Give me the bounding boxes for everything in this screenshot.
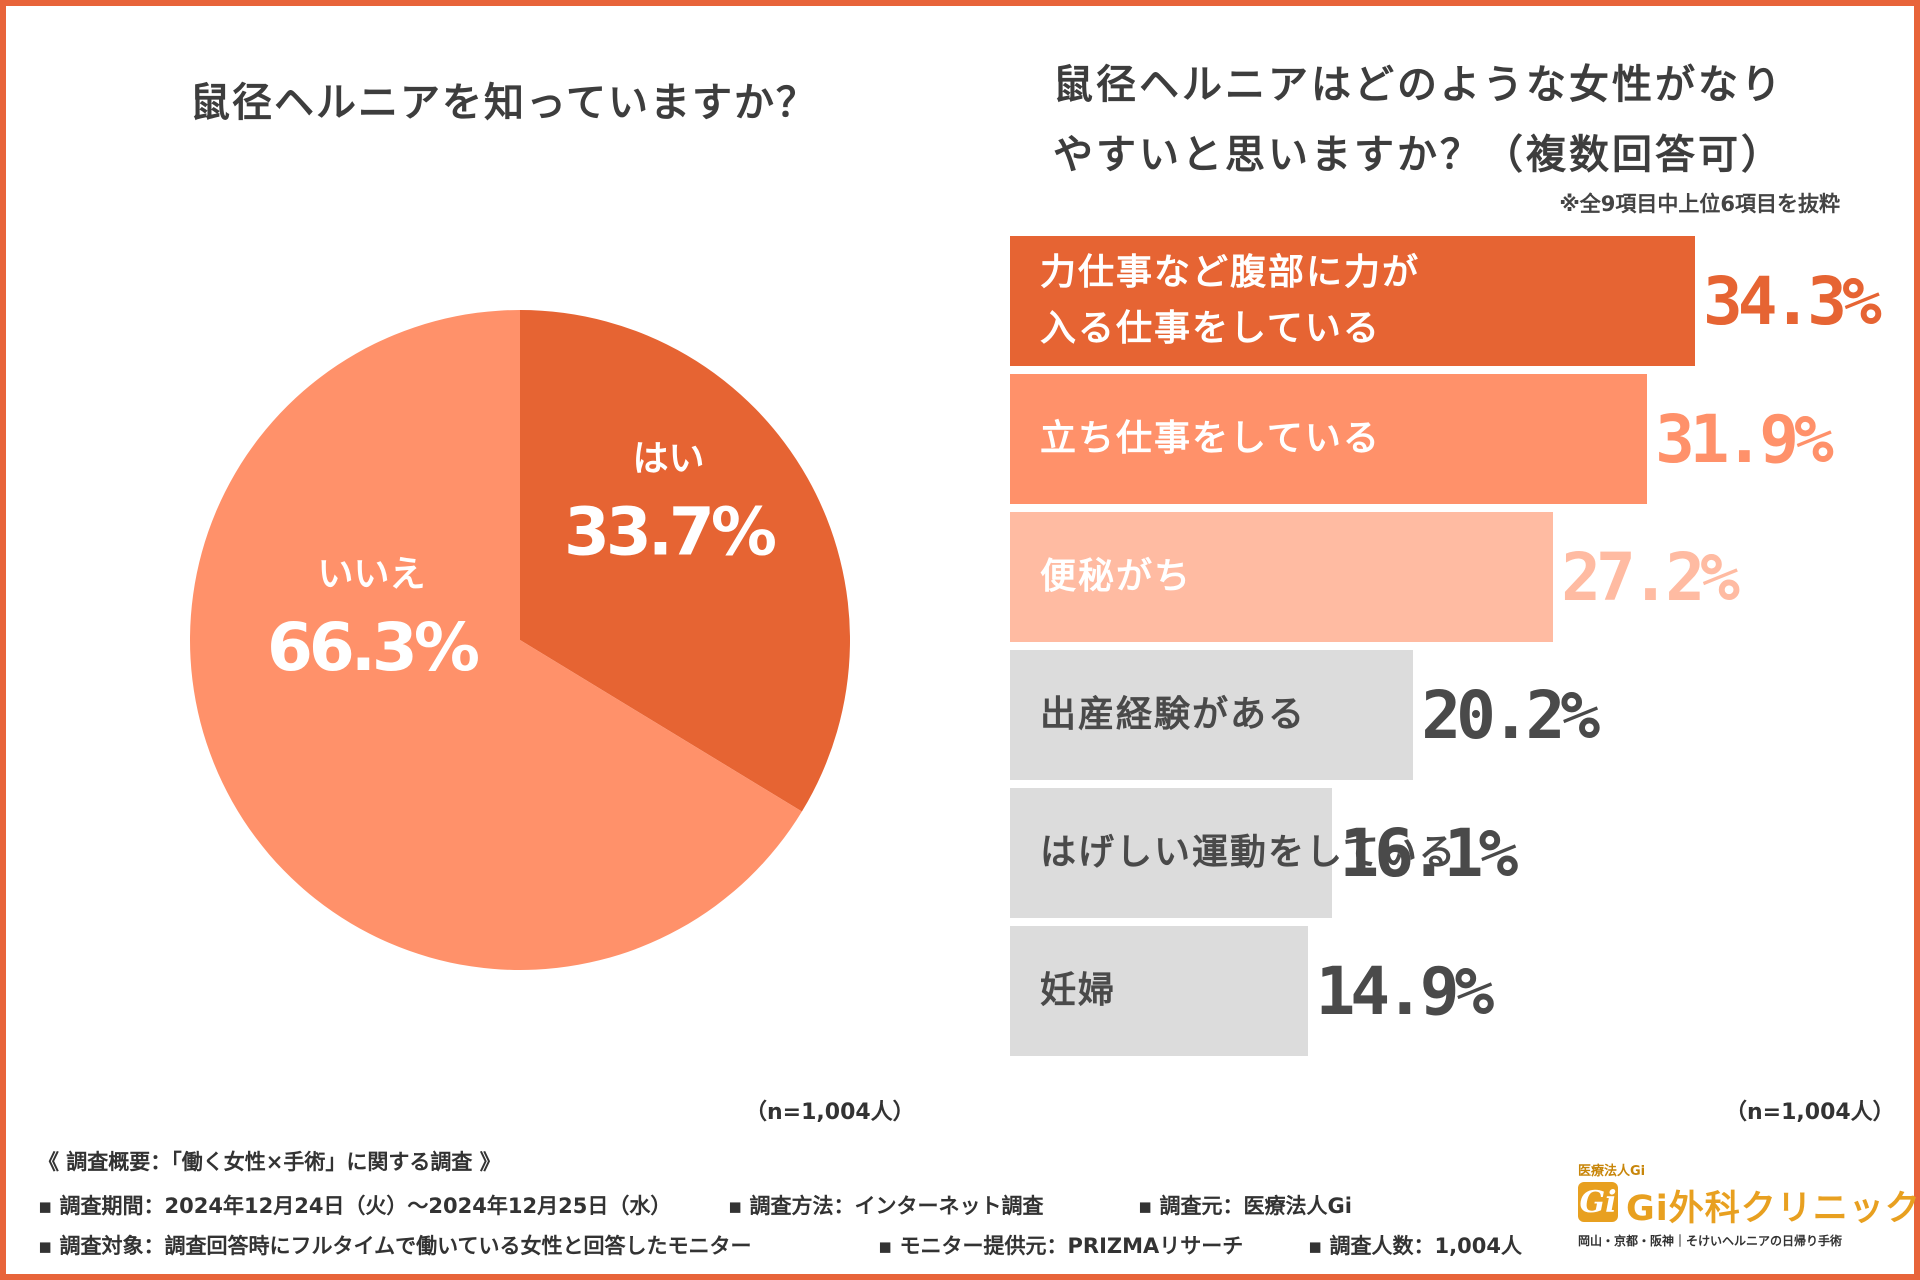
logo-tagline: 岡山・京都・阪神｜そけいヘルニアの日帰り手術 <box>1578 1234 1843 1248</box>
logo-clinic-name: Gi外科クリニック <box>1626 1189 1920 1229</box>
clinic-logo: 医療法人Gi Gi Gi外科クリニック 岡山・京都・阪神｜そけいヘルニアの日帰り… <box>1578 1156 1920 1256</box>
bar-row: 立ち仕事をしている 31.9% <box>1010 374 1910 504</box>
pie-chart: はい 33.7% いいえ 66.3% <box>189 310 850 970</box>
bar-chart-title-line1: 鼠径ヘルニアはどのような女性がなり <box>1053 62 1784 108</box>
bar <box>1010 788 1332 918</box>
bar-label: 妊婦 <box>1040 970 1117 1011</box>
logo-badge-icon: Gi <box>1578 1182 1618 1222</box>
pie-slice-yes <box>520 310 850 812</box>
bar-label: 出産経験がある <box>1040 694 1307 735</box>
pie-value-no: 66.3% <box>267 609 479 686</box>
survey-provider: ▪ モニター提供元：PRIZMAリサーチ <box>878 1234 1244 1258</box>
bar-value-label: 34.3% <box>1703 262 1882 340</box>
pie-sample-size: （n=1,004人） <box>745 1100 915 1125</box>
bar-row: 便秘がち 27.2% <box>1010 512 1910 642</box>
survey-line-3: ▪ 調査対象：調査回答時にフルタイムで働いている女性と回答したモニター ▪ モニ… <box>38 1230 1538 1260</box>
bar-row: 力仕事など腹部に力が 入る仕事をしている 34.3% <box>1010 236 1910 366</box>
pie-value-yes: 33.7% <box>564 493 776 570</box>
pie-label-no: いいえ <box>317 554 425 595</box>
bar-row: はげしい運動をしている 16.1% <box>1010 788 1910 918</box>
survey-method: ▪ 調査方法：インターネット調査 <box>728 1194 1044 1218</box>
bar-chart-note: ※全9項目中上位6項目を抜粋 <box>1559 192 1840 216</box>
bar-label: はげしい運動をしている <box>1040 832 1457 873</box>
bar-value-label: 16.1% <box>1339 814 1519 892</box>
survey-count: ▪ 調査人数：1,004人 <box>1308 1234 1522 1258</box>
bar-row: 出産経験がある 20.2% <box>1010 650 1910 780</box>
survey-line-2: ▪ 調査期間：2024年12月24日（火）～2024年12月25日（水） ▪ 調… <box>38 1190 1538 1220</box>
bar <box>1010 926 1308 1056</box>
bar-value-label: 20.2% <box>1421 676 1600 754</box>
pie-chart-title: 鼠径ヘルニアを知っていますか？ <box>190 80 818 126</box>
bar-sample-size: （n=1,004人） <box>1725 1100 1895 1125</box>
pie-slice-no <box>189 310 802 970</box>
survey-period: ▪ 調査期間：2024年12月24日（火）～2024年12月25日（水） <box>38 1194 672 1218</box>
bar-chart-title: 鼠径ヘルニアはどのような女性がなり やすいと思いますか？（複数回答可） <box>1053 50 1784 190</box>
bar-chart-title-line2: やすいと思いますか？（複数回答可） <box>1053 132 1784 178</box>
survey-heading: 《 調査概要：「働く女性×手術」に関する調査 》 <box>38 1150 501 1174</box>
survey-source: ▪ 調査元：医療法人Gi <box>1138 1194 1352 1218</box>
bar <box>1010 236 1695 366</box>
bar-label: 力仕事など腹部に力が 入る仕事をしている <box>1040 252 1421 349</box>
pie-label-yes: はい <box>632 438 704 479</box>
bar <box>1010 374 1648 504</box>
bar-value-label: 27.2% <box>1561 538 1740 616</box>
bar-label: 立ち仕事をしている <box>1040 418 1381 459</box>
logo-corp-name: 医療法人Gi <box>1578 1164 1646 1179</box>
bar-value-label: 14.9% <box>1315 952 1495 1030</box>
bar-value-label: 31.9% <box>1655 400 1834 478</box>
bar <box>1010 650 1414 780</box>
bar-row: 妊婦 14.9% <box>1010 926 1910 1056</box>
bar-label: 便秘がち <box>1040 556 1193 597</box>
bar <box>1010 512 1554 642</box>
survey-target: ▪ 調査対象：調査回答時にフルタイムで働いている女性と回答したモニター <box>38 1234 752 1258</box>
